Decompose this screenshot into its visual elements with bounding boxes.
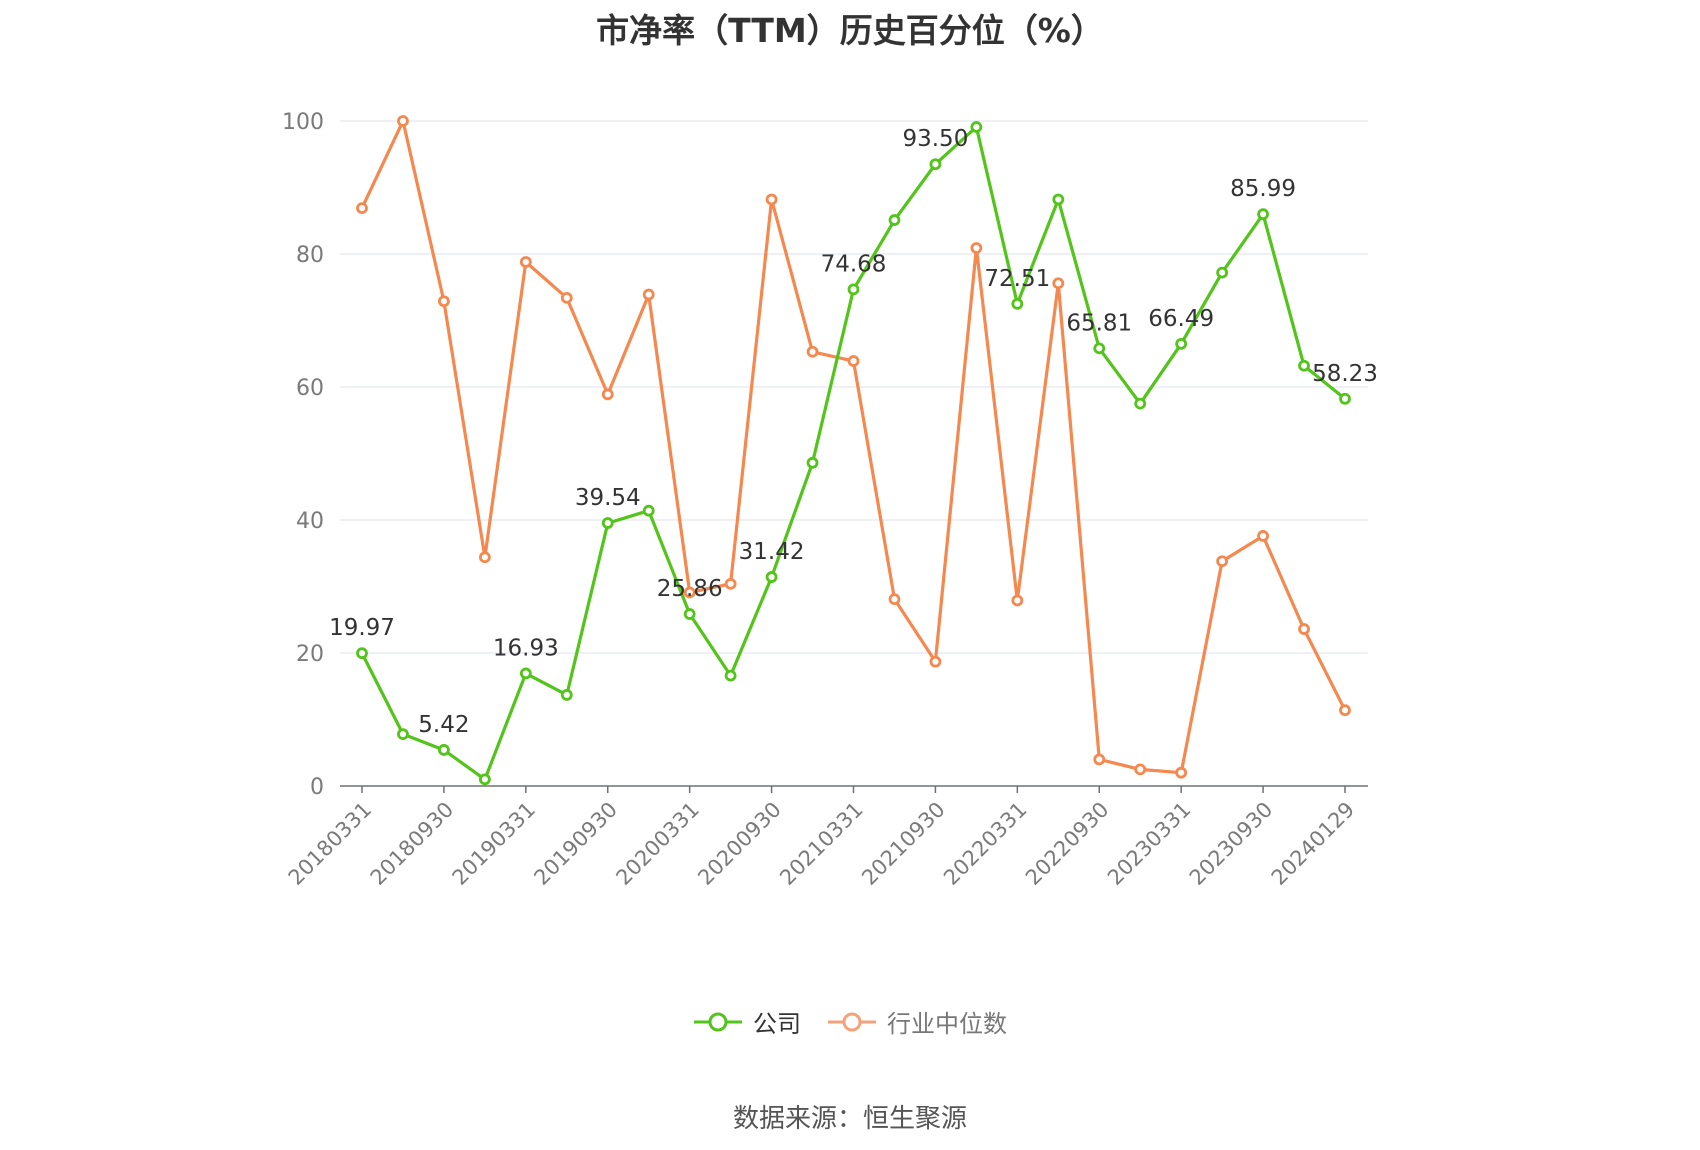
data-point[interactable] [601,388,614,401]
x-tick-label: 20230331 [1103,797,1196,890]
data-point[interactable] [1216,266,1229,279]
y-tick-label: 60 [296,376,324,401]
x-tick-label: 20220331 [939,797,1032,890]
data-point[interactable] [438,744,450,756]
data-label: 66.49 [1148,306,1214,332]
data-label: 19.97 [329,615,395,641]
data-point[interactable] [560,688,573,701]
y-tick-label: 20 [296,642,324,667]
data-point[interactable] [1011,297,1024,310]
data-point[interactable] [642,504,655,517]
data-point[interactable] [806,345,819,358]
x-tick-label: 20180930 [366,797,459,890]
series-line-industry-median [360,119,1347,775]
data-label: 5.42 [418,712,469,738]
data-point[interactable] [1175,766,1188,779]
x-tick-label: 20240129 [1267,797,1360,890]
data-point[interactable] [397,115,409,127]
x-tick-label: 20200930 [693,797,786,890]
data-point[interactable] [1298,623,1310,635]
y-tick-label: 0 [310,775,324,800]
data-point[interactable] [1052,277,1065,290]
data-point[interactable] [806,456,819,469]
data-point[interactable] [847,355,860,367]
data-point[interactable] [847,283,860,296]
x-tick-label: 20210930 [857,797,950,890]
x-tick-label: 20190331 [448,797,541,890]
data-point[interactable] [1257,208,1269,221]
x-tick-label: 20210331 [775,797,868,890]
x-tick-label: 20220930 [1021,797,1114,890]
grid-layer [340,120,1368,654]
data-point[interactable] [478,551,491,564]
data-point[interactable] [356,202,368,215]
data-label: 72.51 [984,266,1050,292]
data-point[interactable] [1052,193,1065,206]
data-point[interactable] [397,728,409,741]
legend-item-company[interactable]: 公司 [693,1004,801,1039]
data-point[interactable] [929,655,942,668]
data-label: 31.42 [739,539,805,565]
data-point[interactable] [1093,753,1106,766]
legend-item-industry-median[interactable]: 行业中位数 [827,1004,1007,1039]
data-point[interactable] [1134,397,1147,410]
data-point[interactable] [601,517,614,529]
data-point[interactable] [683,586,696,599]
legend-label-industry-median: 行业中位数 [887,1010,1007,1038]
series-industry-median [356,115,1351,779]
data-point[interactable] [1011,594,1024,607]
legend-label-company: 公司 [753,1010,801,1038]
data-point[interactable] [683,608,696,620]
data-point[interactable] [888,214,901,226]
data-point[interactable] [356,647,368,660]
data-point[interactable] [1298,359,1310,372]
data-point[interactable] [1339,392,1351,405]
data-point[interactable] [642,288,655,301]
data-label: 93.50 [902,126,968,152]
data-label: 58.23 [1312,361,1378,387]
data-label: 16.93 [493,635,559,661]
data-label: 74.68 [821,251,887,277]
x-tick-label: 20230930 [1185,797,1278,890]
data-point[interactable] [1339,704,1351,717]
series-layer [356,115,1351,786]
data-source: 数据来源：恒生聚源 [732,1104,967,1134]
data-label: 39.54 [575,485,641,511]
data-label-layer: 19.97 5.42 16.93 39.54 25.86 31.42 74.68 93.50 7… [329,126,1378,738]
data-point[interactable] [519,256,532,268]
y-tick-label: 40 [296,509,324,534]
axis-layer: 0 20 40 60 80 100 2018033120180930201903312019… [282,110,1368,890]
data-point[interactable] [1175,337,1188,350]
data-point[interactable] [929,158,942,171]
x-tick-label: 20200331 [611,797,704,890]
series-company [356,121,1351,786]
data-point[interactable] [970,242,983,254]
data-point[interactable] [970,121,983,133]
data-point[interactable] [560,291,573,304]
y-tick-label: 80 [296,243,324,268]
y-tick-label: 100 [282,110,324,135]
data-point[interactable] [724,577,737,590]
data-point[interactable] [1134,763,1147,776]
data-point[interactable] [438,295,450,308]
legend: 公司 行业中位数 [0,1004,1700,1039]
chart-title: 市净率（TTM）历史百分位（%） [596,11,1104,50]
x-tick-label: 20190930 [529,797,622,890]
data-label: 25.86 [657,576,723,602]
data-point[interactable] [478,773,491,786]
x-tick-label: 20180331 [284,797,377,890]
data-point[interactable] [765,193,778,206]
data-point[interactable] [1257,530,1269,542]
data-label: 65.81 [1066,310,1132,336]
data-point[interactable] [1093,342,1106,355]
data-point[interactable] [519,667,532,680]
data-point[interactable] [1216,555,1229,568]
legend-marker-industry-median [828,1012,876,1031]
legend-marker-company [694,1012,742,1031]
data-point[interactable] [888,593,901,606]
data-point[interactable] [765,571,778,583]
data-point[interactable] [724,669,737,682]
data-label: 85.99 [1230,176,1296,202]
